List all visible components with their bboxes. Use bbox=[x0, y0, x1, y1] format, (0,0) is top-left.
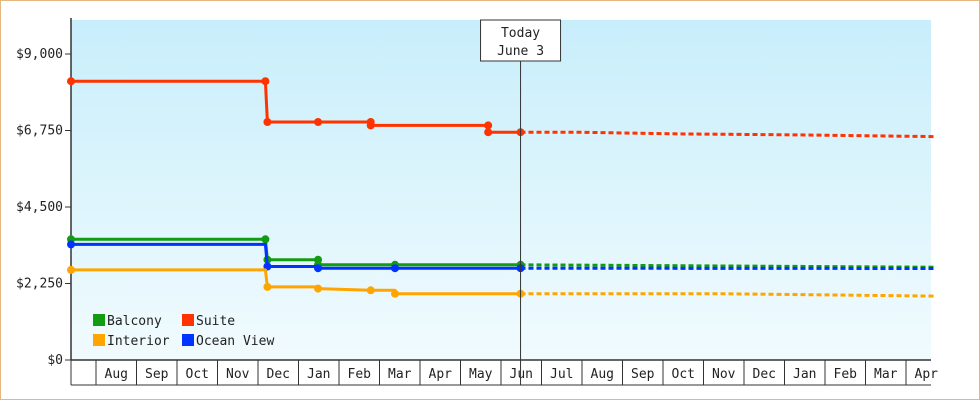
suite-point bbox=[67, 77, 75, 86]
legend-label-suite: Suite bbox=[196, 314, 235, 329]
x-tick-label: Jan bbox=[307, 367, 330, 382]
balcony-point bbox=[261, 235, 270, 244]
ocean-view-series-line bbox=[71, 242, 521, 270]
x-tick-label: Sep bbox=[631, 367, 655, 382]
today-marker: Today June 3 bbox=[480, 19, 562, 385]
x-tick-label: Nov bbox=[226, 367, 250, 382]
y-tick-label: $6,750 bbox=[16, 124, 63, 139]
plot-background bbox=[71, 20, 931, 360]
y-tick-label: $4,500 bbox=[16, 200, 63, 215]
balcony-series-line bbox=[71, 237, 521, 267]
x-tick-label: Oct bbox=[186, 367, 209, 382]
today-label: Today bbox=[501, 26, 540, 41]
suite-point bbox=[366, 121, 375, 130]
x-tick-label: Apr bbox=[429, 367, 453, 382]
x-tick-label: Jan bbox=[793, 367, 816, 382]
interior-point bbox=[366, 286, 375, 295]
legend-label-interior: Interior bbox=[107, 334, 170, 349]
x-tick-label: Aug bbox=[591, 367, 614, 382]
x-tick-label: Mar bbox=[388, 367, 412, 382]
y-tick-label: $9,000 bbox=[16, 47, 63, 62]
interior-forecast-line bbox=[520, 292, 934, 298]
interior-point bbox=[263, 282, 272, 291]
ocean-view-point bbox=[314, 264, 323, 273]
x-tick-label: Feb bbox=[834, 367, 858, 382]
legend-swatch-balcony bbox=[93, 314, 105, 326]
ocean-view-point bbox=[67, 240, 75, 249]
x-tick-label: Sep bbox=[145, 367, 169, 382]
balcony-forecast-line bbox=[520, 263, 934, 269]
x-tick-label: Aug bbox=[105, 367, 128, 382]
y-tick-label: $0 bbox=[47, 353, 63, 368]
series-layer bbox=[67, 77, 934, 298]
legend-swatch-ocean-view bbox=[182, 334, 194, 346]
y-axis: $0 $2,250 $4,500 $6,750 $9,000 bbox=[16, 18, 72, 368]
x-tick-label: Nov bbox=[712, 367, 736, 382]
suite-point bbox=[263, 118, 272, 126]
y-tick-label: $2,250 bbox=[16, 277, 63, 292]
x-tick-label: May bbox=[469, 367, 493, 382]
x-tick-label: Oct bbox=[672, 367, 695, 382]
x-tick-label: Jun bbox=[510, 367, 533, 382]
suite-point bbox=[261, 77, 270, 86]
x-tick-label: Dec bbox=[753, 367, 776, 382]
legend: Balcony Suite Interior Ocean View bbox=[93, 314, 274, 349]
today-label-box bbox=[480, 19, 562, 62]
legend-label-ocean-view: Ocean View bbox=[196, 334, 274, 349]
x-tick-label: Dec bbox=[267, 367, 290, 382]
ocean-view-point bbox=[391, 264, 399, 273]
suite-forecast-line bbox=[520, 130, 934, 139]
x-tick-label: Jul bbox=[550, 367, 573, 382]
today-date: June 3 bbox=[497, 44, 544, 59]
interior-point bbox=[391, 289, 399, 298]
x-tick-label: Mar bbox=[874, 367, 898, 382]
suite-point bbox=[484, 121, 493, 130]
x-axis: Aug Sep Oct Nov Dec Jan Feb Mar Apr May Jun Jul Aug S… bbox=[70, 359, 939, 386]
legend-swatch-suite bbox=[182, 314, 194, 326]
legend-swatch-interior bbox=[93, 334, 105, 346]
legend-label-balcony: Balcony bbox=[107, 314, 162, 329]
x-tick-label: Feb bbox=[348, 367, 372, 382]
suite-point bbox=[314, 118, 323, 126]
interior-point bbox=[314, 284, 323, 293]
suite-point bbox=[484, 128, 493, 137]
x-tick-label: Apr bbox=[915, 367, 939, 382]
interior-point bbox=[67, 265, 75, 274]
